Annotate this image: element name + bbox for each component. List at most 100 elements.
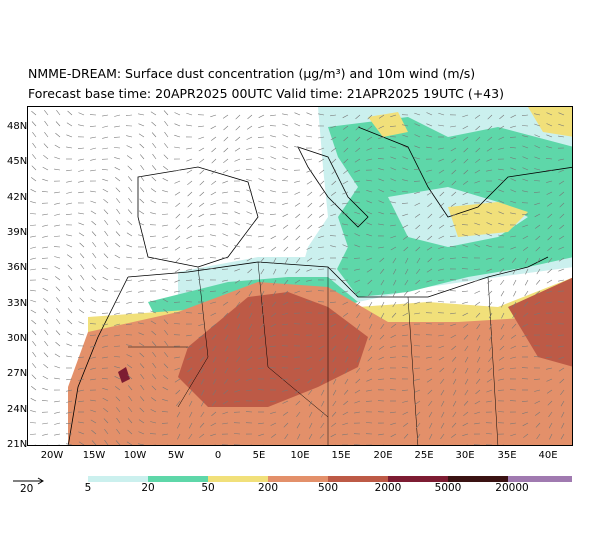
wind-arrow: [306, 367, 313, 372]
lat-tick: 42N: [7, 192, 28, 203]
wind-arrow: [295, 246, 301, 252]
wind-arrow: [225, 356, 229, 363]
wind-arrow: [548, 411, 553, 418]
wind-arrow: [498, 189, 505, 193]
wind-arrow: [369, 323, 373, 330]
wind-arrow: [126, 344, 133, 347]
wind-arrow: [139, 143, 145, 149]
wind-arrow: [174, 180, 181, 184]
map-title: NMME-DREAM: Surface dust concentration (…: [28, 66, 476, 81]
wind-arrow: [210, 433, 217, 437]
wind-arrow: [477, 345, 481, 352]
wind-arrow: [78, 389, 85, 392]
wind-arrow: [200, 411, 205, 418]
wind-arrow: [294, 134, 301, 138]
wind-arrow: [55, 330, 61, 336]
wind-arrow: [450, 213, 457, 217]
wind-arrow: [114, 254, 121, 259]
wind-arrow: [426, 356, 433, 359]
wind-arrow: [549, 433, 553, 440]
wind-arrow: [367, 279, 373, 285]
wind-arrow: [295, 224, 301, 230]
wind-arrow: [390, 189, 397, 193]
wind-arrow: [414, 213, 421, 218]
wind-arrow: [103, 209, 109, 215]
wind-arrow: [246, 378, 253, 381]
wind-arrow: [114, 157, 121, 160]
wind-arrow: [67, 308, 73, 314]
wind-arrow: [66, 146, 73, 149]
wind-arrow: [246, 356, 253, 361]
wind-arrow: [78, 321, 85, 325]
wind-arrow: [426, 268, 433, 273]
coastline-west-africa: [67, 276, 129, 445]
wind-arrow: [164, 131, 169, 138]
wind-arrow: [309, 422, 313, 429]
wind-arrow: [198, 224, 205, 228]
wind-arrow: [522, 334, 529, 337]
wind-arrow: [211, 147, 217, 153]
wind-arrow: [259, 257, 265, 263]
wind-arrow: [161, 278, 169, 281]
wind-arrow: [535, 422, 541, 428]
wind-arrow: [415, 279, 421, 285]
coastline-iberia: [137, 166, 259, 268]
wind-arrow: [79, 253, 85, 259]
wind-arrow: [390, 178, 397, 182]
wind-arrow: [66, 411, 73, 414]
wind-arrow: [282, 213, 289, 217]
wind-arrow: [354, 244, 361, 248]
wind-arrow: [546, 146, 553, 149]
wind-arrow: [425, 323, 433, 325]
wind-arrow: [390, 167, 397, 171]
wind-arrow: [306, 246, 313, 250]
wind-arrow: [234, 211, 241, 215]
wind-arrow: [174, 123, 181, 127]
wind-arrow: [248, 334, 253, 341]
wind-arrow: [30, 201, 37, 204]
wind-arrow: [78, 333, 85, 336]
wind-arrow: [560, 400, 565, 407]
wind-arrow: [344, 334, 349, 341]
wind-arrow: [497, 411, 505, 413]
wind-arrow: [539, 444, 540, 445]
wind-arrow: [500, 334, 505, 341]
wind-arrow: [175, 224, 181, 230]
wind-arrow: [115, 242, 121, 248]
wind-arrow: [450, 125, 457, 128]
wind-arrow: [308, 400, 313, 407]
wind-arrow: [269, 400, 277, 402]
wind-arrow: [185, 279, 193, 281]
lon-tick: 5W: [167, 450, 185, 461]
wind-arrow: [223, 136, 229, 142]
wind-arrow: [535, 246, 541, 252]
wind-arrow: [282, 411, 289, 416]
wind-arrow: [42, 278, 49, 281]
wind-arrow: [174, 146, 181, 149]
wind-arrow: [90, 367, 97, 370]
wind-arrow: [294, 180, 301, 183]
wind-arrow: [488, 312, 493, 319]
wind-arrow: [330, 136, 337, 141]
wind-arrow: [438, 345, 445, 349]
wind-arrow: [558, 158, 565, 161]
wind-arrow: [428, 411, 433, 418]
wind-arrow: [533, 378, 541, 380]
wind-arrow: [163, 363, 169, 369]
wind-arrow: [150, 212, 157, 215]
wind-arrow: [246, 200, 253, 204]
wind-arrow: [222, 180, 229, 184]
wind-arrow: [91, 440, 97, 445]
wind-arrow: [438, 147, 445, 150]
lat-tick: 24N: [7, 404, 28, 415]
wind-arrow: [354, 158, 361, 163]
wind-arrow: [299, 444, 300, 445]
wind-arrow: [210, 125, 217, 130]
wind-arrow: [259, 323, 265, 329]
wind-arrow: [246, 367, 253, 371]
wind-arrow: [210, 191, 217, 196]
wind-arrow: [378, 114, 385, 119]
wind-arrow: [389, 125, 397, 127]
wind-arrow: [343, 125, 349, 130]
wind-arrow: [402, 167, 409, 171]
